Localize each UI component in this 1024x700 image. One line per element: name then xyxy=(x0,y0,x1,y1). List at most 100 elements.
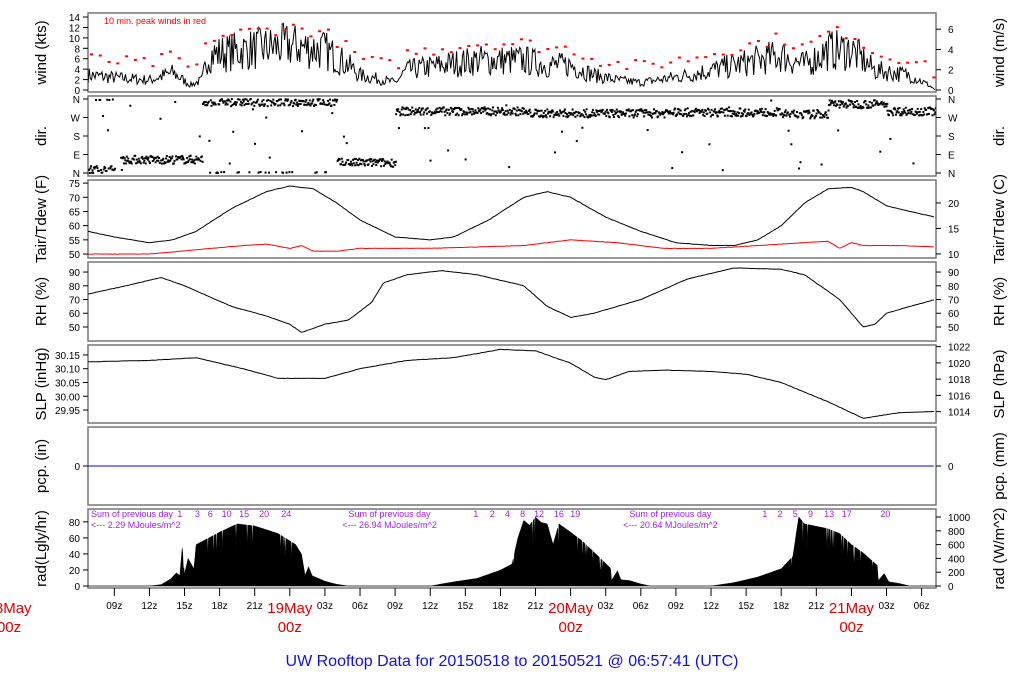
direction-point xyxy=(390,158,393,161)
direction-point xyxy=(199,159,202,162)
direction-point xyxy=(930,107,933,110)
direction-point xyxy=(921,114,924,117)
direction-point xyxy=(482,110,485,113)
ylabel-left: RH (%) xyxy=(33,277,50,326)
direction-point xyxy=(579,114,582,117)
direction-point xyxy=(809,117,812,120)
direction-point xyxy=(168,156,171,159)
day-time-label: 00z xyxy=(278,619,302,636)
direction-point xyxy=(148,161,151,164)
right-tick-label: 60 xyxy=(948,309,960,320)
direction-point xyxy=(892,114,895,117)
direction-point xyxy=(595,109,598,112)
direction-point xyxy=(575,110,578,113)
direction-point xyxy=(771,112,774,115)
direction-point xyxy=(157,159,160,162)
direction-point xyxy=(395,108,398,111)
direction-point xyxy=(532,113,535,116)
direction-point xyxy=(141,157,144,160)
direction-point xyxy=(143,159,146,162)
direction-point xyxy=(426,107,429,110)
direction-point xyxy=(311,100,314,103)
direction-point xyxy=(684,108,687,111)
direction-point xyxy=(435,110,438,113)
direction-point xyxy=(494,114,497,117)
direction-point xyxy=(303,103,306,106)
peak-wind-mark xyxy=(265,27,269,30)
right-tick-label: 0 xyxy=(948,462,954,473)
day-label: 21May xyxy=(829,600,875,617)
direction-point xyxy=(822,114,825,117)
direction-point xyxy=(820,163,823,166)
direction-point xyxy=(756,112,759,115)
direction-point xyxy=(732,110,735,113)
direction-point xyxy=(668,111,671,114)
direction-point xyxy=(449,112,452,115)
direction-point xyxy=(641,109,644,112)
direction-point xyxy=(810,114,813,117)
direction-point xyxy=(927,107,930,110)
direction-point xyxy=(262,98,265,101)
ylabel-left: rad(Lgly/hr) xyxy=(33,510,50,587)
direction-point xyxy=(334,99,337,102)
direction-point xyxy=(841,102,844,105)
direction-point xyxy=(911,113,914,116)
direction-point xyxy=(447,108,450,111)
direction-point xyxy=(703,115,706,118)
direction-point xyxy=(505,104,508,107)
direction-point xyxy=(644,111,647,114)
direction-point xyxy=(234,100,237,103)
ylabel-right: pcp. (mm) xyxy=(991,432,1008,500)
direction-point xyxy=(315,171,318,174)
day-label: 18May xyxy=(0,600,32,617)
direction-point xyxy=(401,106,404,109)
direction-point xyxy=(761,107,764,110)
direction-point xyxy=(138,159,141,162)
direction-point xyxy=(193,162,196,165)
direction-point xyxy=(355,161,358,164)
hour-count-label: 2 xyxy=(778,509,783,519)
direction-point xyxy=(828,104,831,107)
direction-point xyxy=(795,110,798,113)
direction-point xyxy=(167,159,170,162)
x-tick-label: 15z xyxy=(457,601,473,612)
peak-wind-mark xyxy=(555,46,559,49)
direction-point xyxy=(561,110,564,113)
hour-count-label: 10 xyxy=(222,509,232,519)
direction-point xyxy=(740,112,743,115)
direction-point xyxy=(436,107,439,110)
direction-point xyxy=(544,114,547,117)
direction-point xyxy=(525,111,528,114)
direction-point xyxy=(499,110,502,113)
direction-point xyxy=(645,111,648,114)
direction-point xyxy=(407,107,410,110)
right-tick-label: 0 xyxy=(948,582,954,593)
direction-point xyxy=(209,171,212,174)
x-tick-label: 03z xyxy=(317,601,333,612)
direction-point xyxy=(904,111,907,114)
hour-count-label: 19 xyxy=(570,509,580,519)
direction-point xyxy=(859,105,862,108)
direction-point xyxy=(747,108,750,111)
direction-point xyxy=(878,103,881,106)
direction-point xyxy=(542,116,545,119)
direction-point xyxy=(268,156,271,159)
daily-sum-label: Sum of previous day xyxy=(349,509,432,519)
direction-point xyxy=(371,164,374,167)
series-tair xyxy=(88,185,934,247)
direction-point xyxy=(308,103,311,106)
direction-point xyxy=(544,109,547,112)
direction-point xyxy=(723,114,726,117)
direction-point xyxy=(419,113,422,116)
direction-point xyxy=(152,156,155,159)
direction-point xyxy=(121,157,124,160)
peak-wind-mark xyxy=(765,45,769,48)
direction-point xyxy=(453,108,456,111)
ylabel-right: RH (%) xyxy=(991,277,1008,326)
direction-point xyxy=(607,112,610,115)
direction-point xyxy=(502,113,505,116)
direction-point xyxy=(454,113,457,116)
direction-point xyxy=(443,110,446,113)
direction-point xyxy=(585,108,588,111)
direction-point xyxy=(605,115,608,118)
